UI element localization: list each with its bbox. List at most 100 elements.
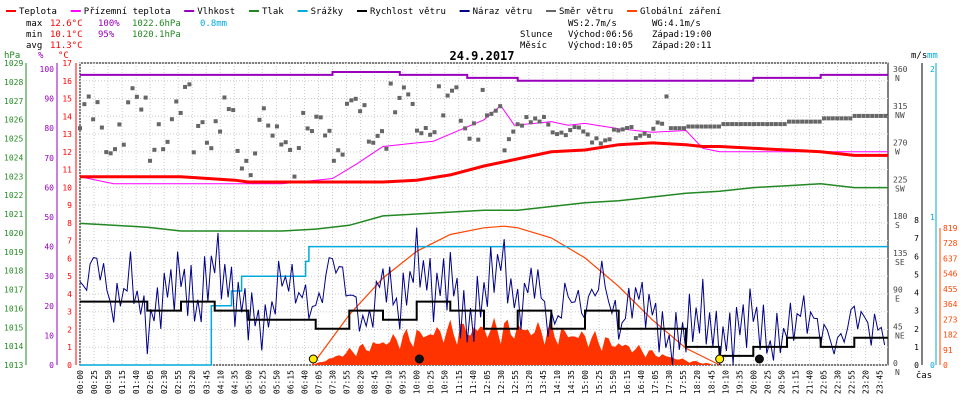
series-wind-dir-point	[340, 152, 345, 157]
series-wind-dir-point	[800, 119, 805, 124]
stat-max-press: 1022.6hPa	[132, 19, 181, 29]
series-wind-dir-point	[174, 99, 179, 104]
series-wind-dir-point	[261, 106, 266, 111]
temp-tick-label: 3	[67, 308, 72, 317]
series-wind-dir-point	[585, 132, 590, 137]
legend-label: Směr větru	[559, 7, 613, 17]
series-wind-dir-point	[843, 116, 848, 121]
time-tick-label: 21:40	[805, 370, 814, 394]
stat-avg-temp: 11.3°C	[50, 41, 83, 51]
series-wind-dir-point	[651, 126, 656, 131]
series-wind-dir-point	[861, 113, 866, 118]
ms-tick-label: 6	[914, 252, 919, 261]
series-wind-dir-point	[86, 94, 91, 99]
series-wind-dir-point	[616, 128, 621, 133]
series-wind-dir-point	[493, 108, 498, 113]
time-tick-label: 12:30	[497, 370, 506, 394]
legend-label: Tlak	[262, 7, 284, 17]
series-wind-dir-point	[642, 131, 647, 136]
axes: 00:00 00:25 00:50 01:15 01:40 02:05 02:30 02:55…	[4, 59, 958, 394]
time-tick-label: 12:55	[511, 370, 520, 394]
series-wind-dir-point	[787, 119, 792, 124]
pct-tick-label: 0	[49, 361, 54, 370]
series-wind-dir-point	[301, 110, 306, 115]
dir-tick-label: 135	[893, 249, 908, 258]
time-tick-label: 06:15	[286, 370, 295, 394]
series-wind-dir-point	[878, 113, 883, 118]
series-wind-speed	[80, 300, 888, 357]
series-wind-dir-point	[393, 110, 398, 115]
mm-tick-label: 1	[930, 213, 935, 222]
series-wind-dir-point	[121, 142, 126, 147]
series-humidity	[80, 71, 888, 82]
series-wind-dir-point	[95, 100, 100, 105]
series-wind-dir-point	[148, 158, 153, 163]
legend-label: Rychlost větru	[370, 7, 446, 17]
series-rain	[80, 245, 888, 366]
series-wind-dir-point	[721, 122, 726, 127]
series-wind-dir-point	[463, 126, 468, 131]
wind-ws: WS:2.7m/s	[568, 19, 617, 29]
hpa-tick-label: 1016	[4, 304, 23, 313]
series-wind-dir-point	[835, 116, 840, 121]
series-wind-dir-point	[423, 126, 428, 131]
series-wind-dir-point	[99, 125, 104, 130]
series-wind-dir-point	[603, 138, 608, 143]
time-tick-label: 07:55	[343, 370, 352, 394]
series-wind-dir-point	[126, 100, 131, 105]
temp-tick-label: 4	[67, 290, 72, 299]
time-tick-label: 02:55	[174, 370, 183, 394]
series-wind-dir-point	[450, 88, 455, 93]
series-wind-dir-point	[480, 87, 485, 92]
time-tick-label: 07:30	[329, 370, 338, 394]
legend-label: Vlhkost	[197, 7, 235, 17]
rad-tick-label: 273	[943, 315, 958, 324]
series-wind-dir-point	[760, 122, 765, 127]
compass-label: E	[895, 295, 900, 304]
hpa-tick-label: 1014	[4, 342, 23, 351]
series-wind-dir-point	[235, 148, 240, 153]
series-wind-dir-point	[817, 119, 822, 124]
time-tick-label: 12:05	[483, 370, 492, 394]
dir-tick-label: 45	[893, 322, 903, 331]
rad-tick-label: 728	[943, 239, 958, 248]
series-wind-dir-point	[117, 122, 122, 127]
time-tick-label: 06:40	[300, 370, 309, 394]
hpa-tick-label: 1013	[4, 361, 23, 370]
series-wind-dir-point	[555, 132, 560, 137]
series-wind-dir-point	[533, 116, 538, 121]
legend-label: Náraz větru	[473, 7, 533, 17]
series-wind-dir-point	[756, 122, 761, 127]
series-wind-dir-point	[730, 122, 735, 127]
moon-rise: Východ:10:05	[568, 41, 633, 51]
temp-tick-label: 8	[67, 219, 72, 228]
rad-tick-label: 819	[943, 224, 958, 233]
series-wind-dir-point	[668, 126, 673, 131]
series-wind-dir-point	[857, 113, 862, 118]
stat-min-press: 1020.1hPa	[132, 30, 181, 40]
series-wind-dir-point	[441, 113, 446, 118]
sun-set: Západ:19:00	[652, 30, 712, 40]
time-tick-label: 09:35	[399, 370, 408, 394]
time-tick-label: 20:00	[749, 370, 758, 394]
time-tick-label: 04:10	[216, 370, 225, 394]
series-wind-dir-point	[305, 126, 310, 131]
series-wind-dir-point	[454, 85, 459, 90]
hpa-tick-label: 1019	[4, 248, 23, 257]
time-tick-label: 13:20	[525, 370, 534, 394]
time-tick-label: 00:00	[76, 370, 85, 394]
series-wind-dir-point	[191, 150, 196, 155]
series-wind-dir-point	[830, 116, 835, 121]
compass-label: S	[895, 221, 900, 230]
series-wind-dir-point	[353, 96, 358, 101]
stat-max-temp: 12.6°C	[50, 19, 83, 29]
series-wind-dir-point	[362, 103, 367, 108]
time-tick-label: 02:30	[160, 370, 169, 394]
series-wind-dir-point	[309, 129, 314, 134]
series-wind-dir-point	[213, 119, 218, 124]
time-tick-label: 10:25	[427, 370, 436, 394]
series-wind-dir-point	[524, 115, 529, 120]
series-wind-dir-point	[183, 84, 188, 89]
temp-tick-label: 15	[62, 95, 72, 104]
dir-tick-label: 225	[893, 175, 908, 184]
